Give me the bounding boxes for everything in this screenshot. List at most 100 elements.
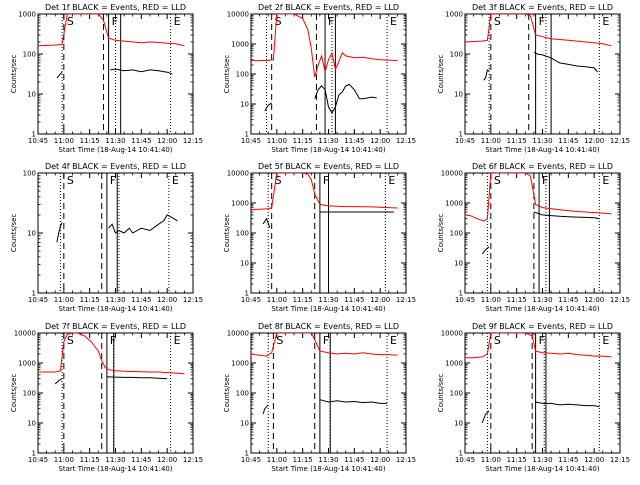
x-tick-label: 11:00	[481, 456, 501, 464]
x-tick-label: 11:30	[318, 456, 338, 464]
marker-label-e: E	[390, 15, 397, 28]
x-tick-label: 11:30	[532, 456, 552, 464]
x-axis-label: Start Time (18-Aug-14 10:41:40)	[271, 305, 385, 313]
y-tick-label: 10	[27, 91, 36, 99]
lld-series-line	[251, 333, 398, 357]
y-tick-label: 10	[240, 420, 249, 428]
marker-label-f: F	[323, 334, 329, 347]
marker-label-f: F	[112, 15, 118, 28]
events-series-line	[262, 404, 269, 415]
chart-title: Det 8f BLACK = Events, RED = LLD	[258, 322, 399, 331]
plot-frame	[37, 332, 194, 454]
y-tick-label: 100	[236, 71, 249, 79]
y-tick-label: 1	[245, 131, 249, 139]
x-tick-label: 11:45	[344, 296, 364, 304]
y-tick-label: 1	[32, 450, 36, 458]
y-tick-label: 100	[236, 230, 249, 238]
y-tick-label: 1	[245, 450, 249, 458]
y-tick-label: 10	[240, 260, 249, 268]
x-tick-label: 11:15	[80, 456, 100, 464]
chart-title: Det 4f BLACK = Events, RED = LLD	[45, 162, 186, 171]
events-series-line	[56, 71, 63, 79]
y-tick-label: 100	[23, 51, 36, 59]
chart-title: Det 9f BLACK = Events, RED = LLD	[472, 322, 613, 331]
x-axis-label: Start Time (18-Aug-14 10:41:40)	[485, 465, 599, 473]
marker-label-s: S	[67, 174, 74, 187]
y-tick-label: 1000	[18, 11, 36, 19]
x-tick-label: 11:00	[267, 456, 287, 464]
marker-label-f: F	[539, 15, 545, 28]
marker-label-e: E	[602, 174, 609, 187]
detector-chart-4: Det 4f BLACK = Events, RED = LLD 1 10 100 10…	[10, 162, 203, 313]
y-axis-label: Counts/sec	[223, 214, 231, 253]
x-tick-label: 11:00	[54, 137, 74, 145]
x-tick-label: 12:15	[183, 296, 203, 304]
x-tick-label: 11:15	[293, 456, 313, 464]
y-tick-label: 1	[245, 290, 249, 298]
x-tick-label: 10:45	[455, 456, 475, 464]
x-tick-label: 10:45	[241, 456, 261, 464]
x-tick-label: 11:15	[507, 296, 527, 304]
x-tick-label: 10:45	[455, 137, 475, 145]
events-series-line	[533, 51, 598, 73]
marker-label-e: E	[602, 334, 609, 347]
y-tick-label: 1000	[445, 360, 463, 368]
y-tick-label: 1000	[231, 360, 249, 368]
y-tick-label: 100	[23, 390, 36, 398]
marker-label-e: E	[174, 15, 181, 28]
marker-label-f: F	[323, 174, 329, 187]
x-tick-label: 12:00	[584, 137, 604, 145]
detector-chart-1: Det 1f BLACK = Events, RED = LLD 1 10 100 10…	[10, 3, 203, 154]
x-tick-label: 11:15	[293, 137, 313, 145]
lld-series-line	[38, 333, 185, 375]
detector-chart-2: Det 2f BLACK = Events, RED = LLD 1 10 100 10…	[223, 3, 416, 154]
marker-label-f: F	[328, 15, 334, 28]
x-tick-label: 12:00	[370, 137, 390, 145]
y-tick-label: 1000	[445, 11, 463, 19]
y-tick-label: 10	[454, 260, 463, 268]
plot-frame	[464, 172, 621, 294]
x-tick-label: 12:15	[396, 296, 416, 304]
x-tick-label: 10:45	[241, 296, 261, 304]
marker-label-e: E	[172, 174, 179, 187]
x-tick-label: 11:15	[507, 456, 527, 464]
x-tick-label: 11:45	[131, 296, 151, 304]
lld-series-line	[38, 14, 185, 47]
y-tick-label: 10	[27, 230, 36, 238]
x-tick-label: 11:30	[532, 137, 552, 145]
x-tick-label: 11:45	[131, 137, 151, 145]
x-tick-label: 11:15	[80, 137, 100, 145]
x-tick-label: 12:15	[610, 296, 630, 304]
events-series-line	[110, 68, 173, 75]
chart-title: Det 3f BLACK = Events, RED = LLD	[472, 3, 613, 12]
events-series-line	[533, 211, 600, 220]
x-tick-label: 12:00	[157, 296, 177, 304]
x-tick-label: 12:00	[584, 296, 604, 304]
marker-label-e: E	[388, 174, 395, 187]
y-axis-label: Counts/sec	[437, 374, 445, 413]
y-axis-label: Counts/sec	[437, 214, 445, 253]
detector-chart-5: Det 5f BLACK = Events, RED = LLD 1 10 100 10…	[223, 162, 416, 313]
x-tick-label: 11:45	[558, 456, 578, 464]
y-tick-label: 1	[32, 290, 36, 298]
x-tick-label: 11:15	[80, 296, 100, 304]
chart-title: Det 5f BLACK = Events, RED = LLD	[258, 162, 399, 171]
x-tick-label: 11:45	[131, 456, 151, 464]
plot-frame	[250, 332, 407, 454]
x-tick-label: 11:00	[54, 456, 74, 464]
x-tick-label: 11:30	[532, 296, 552, 304]
y-tick-label: 100	[450, 51, 463, 59]
chart-title: Det 7f BLACK = Events, RED = LLD	[45, 322, 186, 331]
lld-series-line	[465, 333, 612, 359]
x-tick-label: 11:45	[558, 296, 578, 304]
chart-title: Det 2f BLACK = Events, RED = LLD	[258, 3, 399, 12]
y-tick-label: 1000	[231, 41, 249, 49]
y-tick-label: 10000	[14, 330, 36, 338]
y-axis-label: Counts/sec	[10, 55, 18, 94]
x-tick-label: 10:45	[455, 296, 475, 304]
y-tick-label: 100	[23, 170, 36, 178]
x-axis-label: Start Time (18-Aug-14 10:41:40)	[58, 305, 172, 313]
events-series-line	[314, 83, 377, 115]
x-tick-label: 12:15	[183, 137, 203, 145]
